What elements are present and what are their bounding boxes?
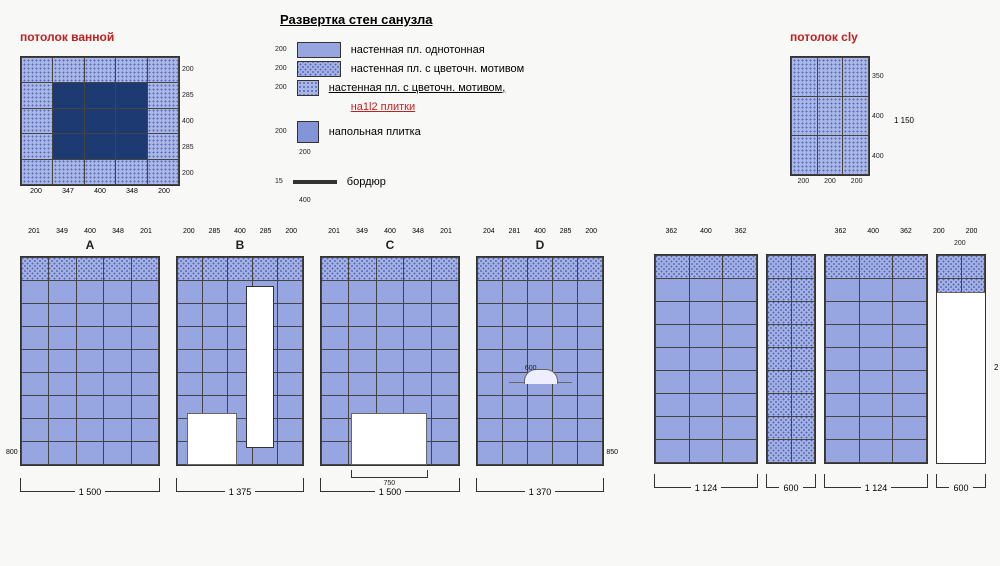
wall-b-label: B — [176, 238, 304, 252]
wall-b-door — [246, 286, 274, 448]
rb-w1: 1 124 — [691, 483, 722, 493]
wall-d-width: 1 370 — [525, 487, 556, 497]
legend-plain-w: 200 — [275, 46, 287, 53]
wall-c-box — [351, 413, 427, 465]
rb-g1 — [654, 254, 758, 464]
wall-a-label: A — [20, 238, 160, 252]
legend-flower-label: настенная пл. с цветочн. мотивом — [351, 63, 525, 75]
ceiling-bath: 200347400348200 200 285 400 285 200 — [20, 56, 180, 186]
wall-d-rightdim: 850 — [606, 449, 618, 456]
wall-c-label: C — [320, 238, 460, 252]
legend-border-label: бордюр — [347, 176, 386, 188]
legend-plain-label: настенная пл. однотонная — [351, 44, 485, 56]
wall-d: D 204281400285200 600 850 1 370 — [476, 238, 604, 466]
ceiling-bath-title: потолок ванной — [20, 30, 114, 44]
rb-w3: 1 124 — [861, 483, 892, 493]
ceiling-clu: 200 200 200 350 400 400 1 150 — [790, 56, 870, 176]
legend-swatch-flower — [297, 61, 341, 77]
legend-swatch-border — [293, 180, 337, 184]
legend-half-label: настенная пл. с цветочн. мотивом, — [329, 82, 506, 94]
wall-b-box — [187, 413, 237, 465]
rb-g2 — [766, 254, 816, 464]
wall-d-label: D — [476, 238, 604, 252]
legend-floor-w: 200 — [299, 149, 311, 156]
rb-total-h: 2 000 — [994, 363, 1000, 372]
legend-floor-label: напольная плитка — [329, 126, 421, 138]
legend-half-sub: на1l2 плитки — [351, 101, 415, 113]
legend-swatch-half — [297, 80, 319, 96]
legend-swatch-floor — [297, 121, 319, 143]
legend-swatch-plain — [297, 42, 341, 58]
rb-g4 — [936, 254, 986, 464]
main-title: Развертка стен санузла — [280, 12, 432, 27]
legend-half-w: 200 — [275, 84, 287, 91]
rb-g3 — [824, 254, 928, 464]
ceiling-clu-total: 1 150 — [894, 116, 914, 125]
right-block: 362400362 362400362200200 200 1 124 600 … — [654, 238, 994, 488]
wall-d-sinkdim: 600 — [525, 365, 537, 372]
ceiling-clu-title: потолок clу — [790, 30, 858, 44]
wall-b-width: 1 375 — [225, 487, 256, 497]
ceiling-bath-dims-top: 200347400348200 — [20, 188, 180, 195]
wall-a-width: 1 500 — [75, 487, 106, 497]
ceiling-bath-dims-right: 200 285 400 285 200 — [182, 56, 198, 186]
right-block-top2b: 200 — [954, 240, 966, 247]
legend-floor-h: 200 — [275, 128, 287, 135]
rb-w4: 600 — [949, 483, 972, 493]
wall-a-leftdim: 800 — [6, 449, 18, 456]
wall-c: C 201349400348201 750 1 500 — [320, 238, 460, 466]
legend-border-w: 400 — [299, 197, 311, 204]
rb-w2: 600 — [779, 483, 802, 493]
wall-c-width: 1 500 — [375, 487, 406, 497]
legend-flower-w: 200 — [275, 65, 287, 72]
wall-d-sink — [509, 382, 572, 383]
wall-b: B 200285400285200 1 375 — [176, 238, 304, 466]
legend: 200 настенная пл. однотонная 200 настенн… — [275, 40, 524, 210]
legend-border-h: 15 — [275, 178, 283, 185]
wall-a: A 201349400348201 800 1 500 — [20, 238, 160, 466]
